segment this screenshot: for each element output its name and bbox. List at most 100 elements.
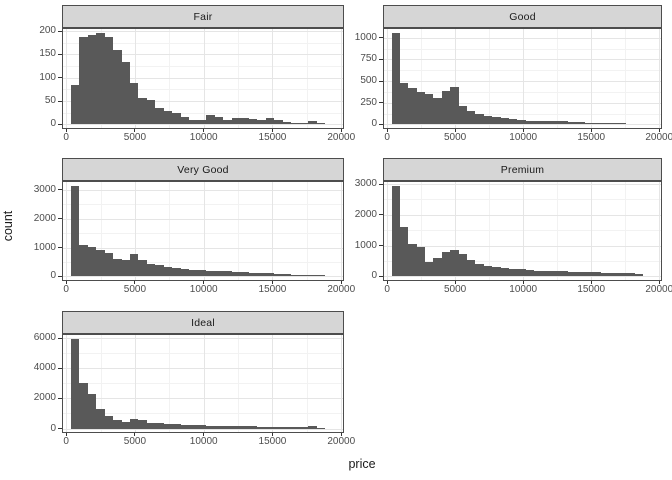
x-tick-label: 15000 <box>258 284 287 295</box>
y-tick-mark <box>58 100 62 102</box>
facet-panel <box>383 181 662 281</box>
y-tick-label: 0 <box>50 422 56 434</box>
x-tick-label: 15000 <box>577 132 606 143</box>
facet-panel <box>62 334 344 433</box>
x-tick-mark <box>522 281 524 284</box>
y-tick-mark <box>58 275 62 277</box>
facet-panel <box>383 28 662 129</box>
facet-strip: Very Good <box>62 158 344 181</box>
histogram-svg <box>62 181 344 281</box>
y-tick-mark <box>58 77 62 79</box>
facet-strip-label: Good <box>509 10 536 23</box>
y-tick-mark <box>379 183 383 185</box>
y-tick-label: 2000 <box>33 392 56 404</box>
x-tick-mark <box>65 281 67 284</box>
facet-strip-label: Ideal <box>191 316 215 329</box>
y-tick-label: 1000 <box>354 31 377 43</box>
x-tick-mark <box>454 281 456 284</box>
x-tick-label: 10000 <box>509 284 538 295</box>
facet-premium: Premium 0 1000 2000 3000 0 5000 10000 15000 20000 <box>355 158 672 295</box>
y-tick-label: 0 <box>371 270 377 282</box>
x-tick-label: 0 <box>63 284 69 295</box>
x-tick-label: 0 <box>63 436 69 447</box>
x-tick-mark <box>386 129 388 132</box>
x-tick-mark <box>203 129 205 132</box>
y-tick-label: 200 <box>39 25 56 37</box>
y-axis-title: count <box>1 210 15 242</box>
y-tick-mark <box>58 53 62 55</box>
x-tick-label: 20000 <box>327 132 356 143</box>
x-tick-label: 15000 <box>258 436 287 447</box>
y-tick-mark <box>379 123 383 125</box>
facet-fair: Fair 0 50 100 150 200 0 5000 10000 15000 20000 <box>39 5 355 143</box>
x-tick-mark <box>271 433 273 436</box>
y-tick-label: 4000 <box>33 362 56 374</box>
histogram-svg <box>383 181 662 281</box>
x-tick-label: 5000 <box>444 284 467 295</box>
x-tick-mark <box>134 433 136 436</box>
y-tick-mark <box>58 397 62 399</box>
x-tick-label: 5000 <box>444 132 467 143</box>
y-tick-mark <box>58 123 62 125</box>
y-tick-mark <box>58 189 62 191</box>
facet-strip: Ideal <box>62 311 344 334</box>
x-tick-mark <box>522 129 524 132</box>
facet-strip: Premium <box>383 158 662 181</box>
x-tick-mark <box>134 281 136 284</box>
x-tick-label: 20000 <box>327 284 356 295</box>
x-tick-mark <box>340 433 342 436</box>
x-tick-mark <box>658 281 660 284</box>
x-tick-label: 10000 <box>189 132 218 143</box>
y-tick-label: 3000 <box>33 183 56 195</box>
x-tick-label: 0 <box>384 284 390 295</box>
y-tick-label: 1000 <box>354 239 377 251</box>
y-tick-label: 750 <box>360 53 377 65</box>
x-tick-label: 20000 <box>327 436 356 447</box>
y-tick-mark <box>379 37 383 39</box>
facet-strip-label: Premium <box>500 163 545 176</box>
y-tick-mark <box>58 247 62 249</box>
facet-strip-label: Fair <box>193 10 213 23</box>
x-tick-mark <box>203 281 205 284</box>
x-tick-mark <box>386 281 388 284</box>
y-tick-label: 150 <box>39 48 56 60</box>
y-tick-mark <box>58 367 62 369</box>
y-tick-label: 1000 <box>33 241 56 253</box>
x-axis-title: price <box>348 457 376 471</box>
y-tick-label: 500 <box>360 75 377 87</box>
x-tick-mark <box>65 129 67 132</box>
y-tick-label: 250 <box>360 96 377 108</box>
y-tick-label: 100 <box>39 71 56 83</box>
y-tick-label: 0 <box>50 270 56 282</box>
y-tick-label: 6000 <box>33 332 56 344</box>
y-tick-label: 50 <box>44 95 56 107</box>
x-tick-label: 15000 <box>258 132 287 143</box>
y-tick-mark <box>379 102 383 104</box>
facet-very-good: Very Good 0 1000 2000 3000 0 5000 10000 15000 200… <box>34 158 355 295</box>
y-tick-label: 0 <box>50 118 56 130</box>
y-tick-mark <box>58 428 62 429</box>
y-tick-mark <box>379 214 383 216</box>
x-tick-mark <box>134 129 136 132</box>
x-tick-mark <box>590 129 592 132</box>
y-tick-label: 2000 <box>33 212 56 224</box>
y-tick-mark <box>58 30 62 32</box>
x-tick-mark <box>454 129 456 132</box>
y-tick-label: 2000 <box>354 208 377 220</box>
x-tick-mark <box>65 433 67 436</box>
y-tick-mark <box>379 80 383 82</box>
histogram-svg <box>383 28 662 129</box>
x-tick-mark <box>658 129 660 132</box>
x-tick-mark <box>340 281 342 284</box>
facet-strip: Good <box>383 5 662 28</box>
histogram-svg <box>62 28 344 129</box>
x-tick-label: 20000 <box>645 284 672 295</box>
facet-ideal: Ideal 0 2000 4000 6000 0 5000 10000 15000 20000 <box>34 311 355 447</box>
facet-panel <box>62 181 344 281</box>
x-tick-label: 0 <box>63 132 69 143</box>
y-tick-mark <box>58 337 62 339</box>
x-tick-mark <box>271 129 273 132</box>
x-tick-label: 5000 <box>123 132 147 143</box>
x-tick-label: 20000 <box>645 132 672 143</box>
